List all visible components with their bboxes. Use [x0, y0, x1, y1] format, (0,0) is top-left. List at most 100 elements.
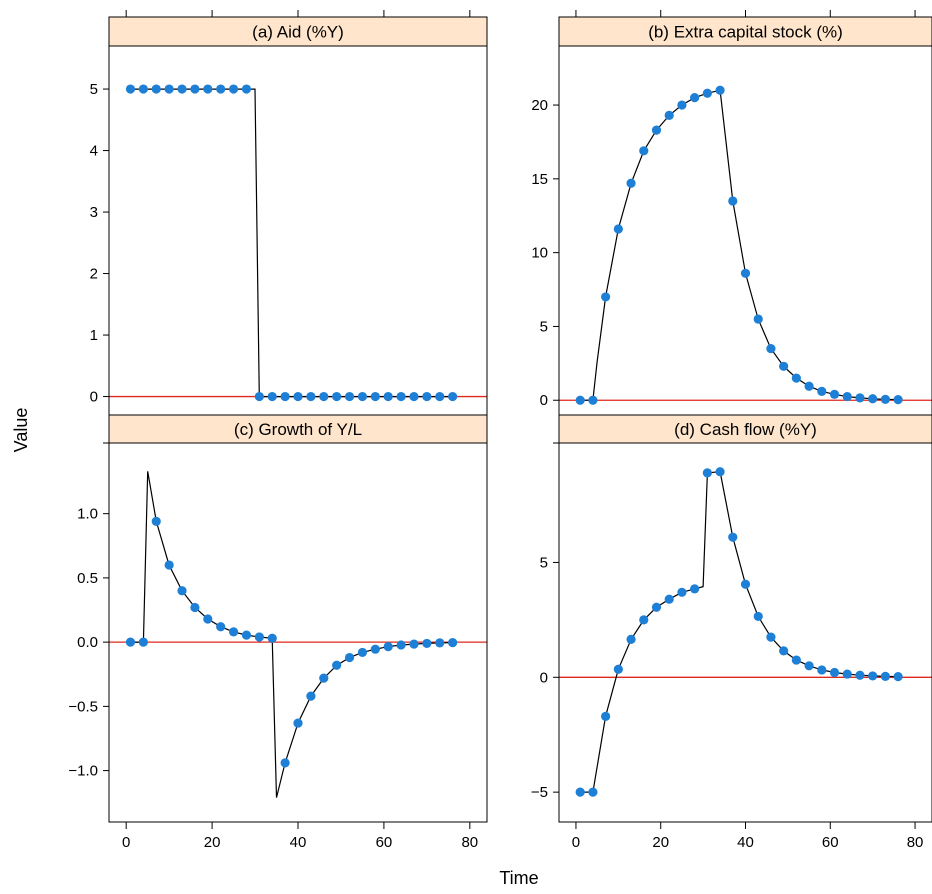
data-point: [842, 669, 852, 679]
data-point: [241, 84, 252, 94]
data-point: [319, 673, 329, 683]
y-tick-label: 2: [90, 266, 98, 283]
data-point: [177, 84, 187, 94]
data-point: [740, 579, 751, 589]
data-point: [435, 638, 445, 648]
panel-title: (d) Cash flow (%Y): [674, 420, 817, 439]
data-point: [880, 671, 890, 681]
data-point: [804, 661, 814, 671]
x-tick-label: 60: [376, 834, 393, 851]
panel-strip: [558, 16, 932, 47]
data-point: [383, 391, 393, 402]
data-point: [383, 642, 393, 652]
data-point: [702, 468, 712, 478]
data-point: [753, 314, 763, 324]
data-point: [448, 638, 458, 648]
data-point: [396, 640, 406, 650]
data-point: [855, 393, 865, 403]
data-point: [855, 670, 865, 680]
y-tick-label: 5: [540, 318, 548, 335]
data-point: [203, 84, 213, 94]
data-point: [216, 622, 226, 632]
data-point: [677, 587, 687, 597]
data-point: [613, 224, 623, 234]
data-point: [344, 391, 355, 402]
data-point: [588, 787, 598, 797]
data-point: [216, 84, 226, 94]
panel-border: [558, 414, 932, 823]
y-tick-label: 0: [90, 389, 98, 406]
data-point: [241, 630, 252, 640]
data-point: [893, 395, 903, 405]
data-point: [664, 594, 674, 604]
data-point: [357, 391, 368, 402]
y-tick-label: 20: [531, 97, 548, 114]
data-point: [332, 660, 342, 670]
panel-title: (a) Aid (%Y): [252, 23, 344, 42]
data-point: [409, 639, 419, 649]
x-tick-label: 40: [290, 834, 307, 851]
panel-strip: [558, 414, 932, 444]
data-point: [690, 93, 700, 103]
y-tick-label: 3: [90, 204, 98, 221]
data-point: [791, 373, 801, 383]
data-point: [448, 391, 458, 402]
data-point: [613, 664, 623, 674]
y-tick-label: −0.5: [68, 698, 98, 715]
y-tick-label: 0.5: [77, 570, 98, 587]
panel-border: [108, 414, 488, 823]
data-point: [766, 343, 776, 354]
data-point: [422, 391, 432, 402]
y-tick-label: 0.0: [77, 634, 98, 651]
data-point: [740, 268, 751, 278]
data-point: [868, 394, 878, 404]
series-line: [130, 88, 453, 398]
data-point: [293, 718, 303, 728]
data-point: [601, 292, 611, 302]
data-point: [651, 602, 662, 612]
y-tick-label: 5: [540, 554, 548, 571]
data-point: [293, 391, 303, 402]
data-point: [267, 391, 277, 402]
panel-title: (c) Growth of Y/L: [234, 420, 362, 439]
panel-border: [108, 16, 488, 416]
y-tick-label: 5: [90, 81, 98, 98]
data-point: [138, 637, 148, 647]
data-point: [817, 386, 827, 396]
data-point: [164, 84, 174, 94]
panel-title: (b) Extra capital stock (%): [648, 23, 843, 42]
y-tick-label: 1.0: [77, 506, 98, 523]
y-tick-label: −1.0: [68, 763, 98, 780]
data-point: [125, 637, 136, 647]
data-point: [779, 361, 789, 371]
data-point: [715, 85, 725, 95]
data-point: [138, 84, 148, 94]
data-point: [151, 516, 161, 526]
data-point: [125, 84, 136, 94]
data-point: [190, 602, 200, 613]
data-point: [575, 787, 585, 797]
data-point: [880, 394, 890, 404]
data-point: [422, 638, 432, 649]
data-point: [779, 646, 789, 656]
data-point: [190, 84, 200, 94]
data-point: [829, 389, 840, 399]
data-point: [177, 586, 187, 596]
data-point: [588, 395, 598, 405]
data-point: [829, 667, 840, 678]
data-point: [319, 391, 329, 402]
data-point: [151, 84, 161, 94]
data-point: [203, 614, 213, 624]
data-point: [702, 88, 712, 98]
data-point: [306, 691, 316, 701]
data-point: [766, 632, 776, 642]
y-tick-label: 1: [90, 327, 98, 344]
x-axis-title: Time: [499, 868, 538, 888]
y-tick-label: 4: [90, 143, 98, 160]
data-point: [893, 672, 903, 682]
data-point: [651, 125, 662, 135]
data-point: [715, 467, 725, 477]
x-tick-label: 80: [907, 834, 924, 851]
y-axis-title: Value: [11, 408, 31, 453]
